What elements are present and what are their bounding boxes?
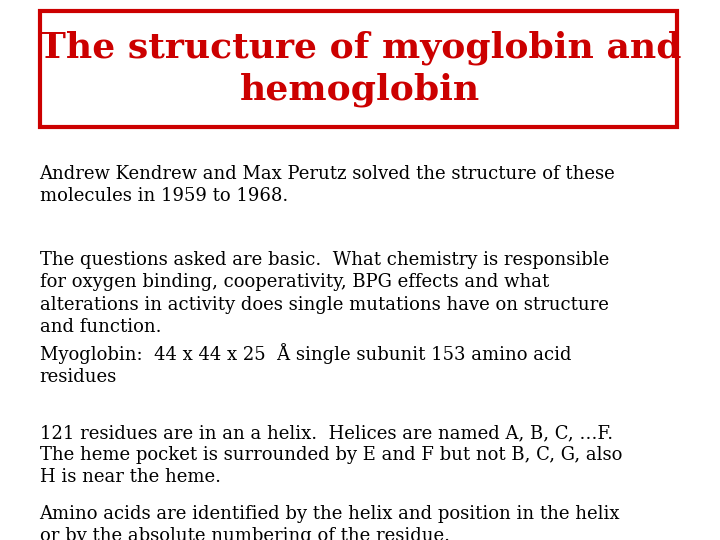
Text: 121 residues are in an a helix.  Helices are named A, B, C, …F.
The heme pocket : 121 residues are in an a helix. Helices … bbox=[40, 424, 622, 487]
Text: The structure of myoglobin and
hemoglobin: The structure of myoglobin and hemoglobi… bbox=[39, 31, 681, 107]
Text: The questions asked are basic.  What chemistry is responsible
for oxygen binding: The questions asked are basic. What chem… bbox=[40, 251, 609, 336]
Text: Andrew Kendrew and Max Perutz solved the structure of these
molecules in 1959 to: Andrew Kendrew and Max Perutz solved the… bbox=[40, 165, 616, 205]
FancyBboxPatch shape bbox=[40, 11, 677, 127]
Text: Myoglobin:  44 x 44 x 25  Å single subunit 153 amino acid
residues: Myoglobin: 44 x 44 x 25 Å single subunit… bbox=[40, 343, 571, 386]
Text: Amino acids are identified by the helix and position in the helix
or by the abso: Amino acids are identified by the helix … bbox=[40, 505, 620, 540]
